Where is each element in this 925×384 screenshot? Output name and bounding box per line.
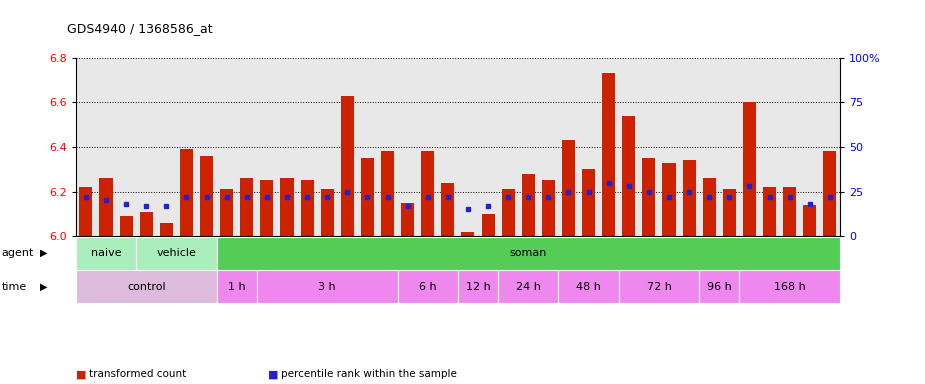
Bar [240,178,253,236]
Bar [561,140,575,236]
Bar [136,237,216,270]
Bar [803,205,816,236]
Text: 168 h: 168 h [773,281,806,292]
Text: ▶: ▶ [40,281,47,292]
Text: 12 h: 12 h [465,281,490,292]
Bar [216,237,840,270]
Bar [220,189,233,236]
Text: control: control [127,281,166,292]
Bar [280,178,293,236]
Text: 24 h: 24 h [516,281,541,292]
Bar [398,270,458,303]
Bar [301,180,314,236]
Bar [623,116,635,236]
Bar [722,189,736,236]
Text: GDS4940 / 1368586_at: GDS4940 / 1368586_at [67,22,212,35]
Bar [80,187,93,236]
Bar [743,102,756,236]
Bar [602,73,615,236]
Bar [179,149,193,236]
Bar [200,156,213,236]
Text: ■: ■ [268,369,278,379]
Text: 1 h: 1 h [228,281,245,292]
Bar [216,270,257,303]
Bar [361,158,374,236]
Text: ▶: ▶ [40,248,47,258]
Bar [76,237,136,270]
Text: ■: ■ [76,369,86,379]
Bar [683,160,696,236]
Bar [100,178,113,236]
Bar [462,232,475,236]
Bar [421,151,434,236]
Bar [642,158,656,236]
Bar [501,189,514,236]
Bar [140,212,153,236]
Text: 48 h: 48 h [576,281,601,292]
Bar [498,270,559,303]
Bar [823,151,836,236]
Text: 3 h: 3 h [318,281,336,292]
Text: 6 h: 6 h [419,281,437,292]
Bar [542,180,555,236]
Bar [381,151,394,236]
Bar [559,270,619,303]
Bar [739,270,840,303]
Bar [257,270,398,303]
Bar [619,270,699,303]
Bar [662,162,675,236]
Bar [482,214,495,236]
Bar [401,203,414,236]
Text: naive: naive [91,248,121,258]
Bar [699,270,739,303]
Text: vehicle: vehicle [156,248,196,258]
Bar [119,216,132,236]
Bar [260,180,274,236]
Bar [340,96,354,236]
Text: 72 h: 72 h [647,281,672,292]
Bar [160,223,173,236]
Text: 96 h: 96 h [707,281,732,292]
Bar [522,174,535,236]
Text: soman: soman [510,248,547,258]
Bar [703,178,716,236]
Bar [441,183,454,236]
Text: transformed count: transformed count [89,369,186,379]
Bar [763,187,776,236]
Bar [76,270,216,303]
Bar [458,270,498,303]
Bar [582,169,595,236]
Text: agent: agent [2,248,34,258]
Bar [783,187,796,236]
Text: percentile rank within the sample: percentile rank within the sample [281,369,457,379]
Bar [321,189,334,236]
Text: time: time [2,281,27,292]
